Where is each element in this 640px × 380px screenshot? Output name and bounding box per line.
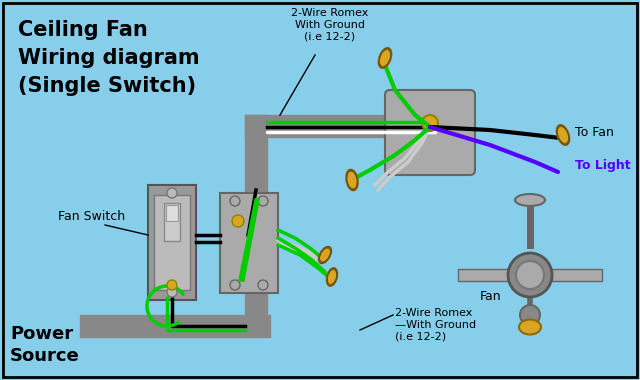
- FancyArrow shape: [458, 269, 508, 281]
- Ellipse shape: [519, 320, 541, 334]
- Circle shape: [232, 215, 244, 227]
- Text: Fan: Fan: [480, 290, 502, 303]
- Bar: [164, 203, 180, 241]
- Circle shape: [167, 188, 177, 198]
- Circle shape: [167, 287, 177, 297]
- Ellipse shape: [346, 170, 358, 190]
- Ellipse shape: [326, 268, 337, 286]
- FancyBboxPatch shape: [385, 90, 475, 175]
- Circle shape: [508, 253, 552, 297]
- Circle shape: [258, 280, 268, 290]
- Circle shape: [520, 305, 540, 325]
- Ellipse shape: [379, 48, 391, 68]
- Ellipse shape: [557, 125, 570, 145]
- Bar: [245, 115, 267, 323]
- Bar: [245, 115, 435, 137]
- Text: 2-Wire Romex
With Ground
(i.e 12-2): 2-Wire Romex With Ground (i.e 12-2): [291, 8, 369, 41]
- Text: Fan Switch: Fan Switch: [58, 210, 125, 223]
- Bar: [154, 195, 190, 290]
- Ellipse shape: [319, 247, 332, 263]
- Circle shape: [167, 280, 177, 290]
- Circle shape: [422, 115, 438, 131]
- Circle shape: [230, 196, 240, 206]
- Text: To Light: To Light: [575, 158, 630, 171]
- Bar: [220, 193, 278, 293]
- Circle shape: [230, 280, 240, 290]
- Bar: [148, 185, 196, 300]
- FancyArrow shape: [552, 269, 602, 281]
- Circle shape: [516, 261, 544, 289]
- Ellipse shape: [515, 194, 545, 206]
- Text: 2-Wire Romex
—With Ground
(i.e 12-2): 2-Wire Romex —With Ground (i.e 12-2): [395, 308, 476, 341]
- Text: Power
Source: Power Source: [10, 325, 80, 365]
- Text: To Fan: To Fan: [575, 125, 614, 138]
- Bar: [80, 315, 270, 337]
- Bar: [166, 205, 178, 221]
- Circle shape: [258, 196, 268, 206]
- Text: Ceiling Fan
Wiring diagram
(Single Switch): Ceiling Fan Wiring diagram (Single Switc…: [18, 20, 200, 96]
